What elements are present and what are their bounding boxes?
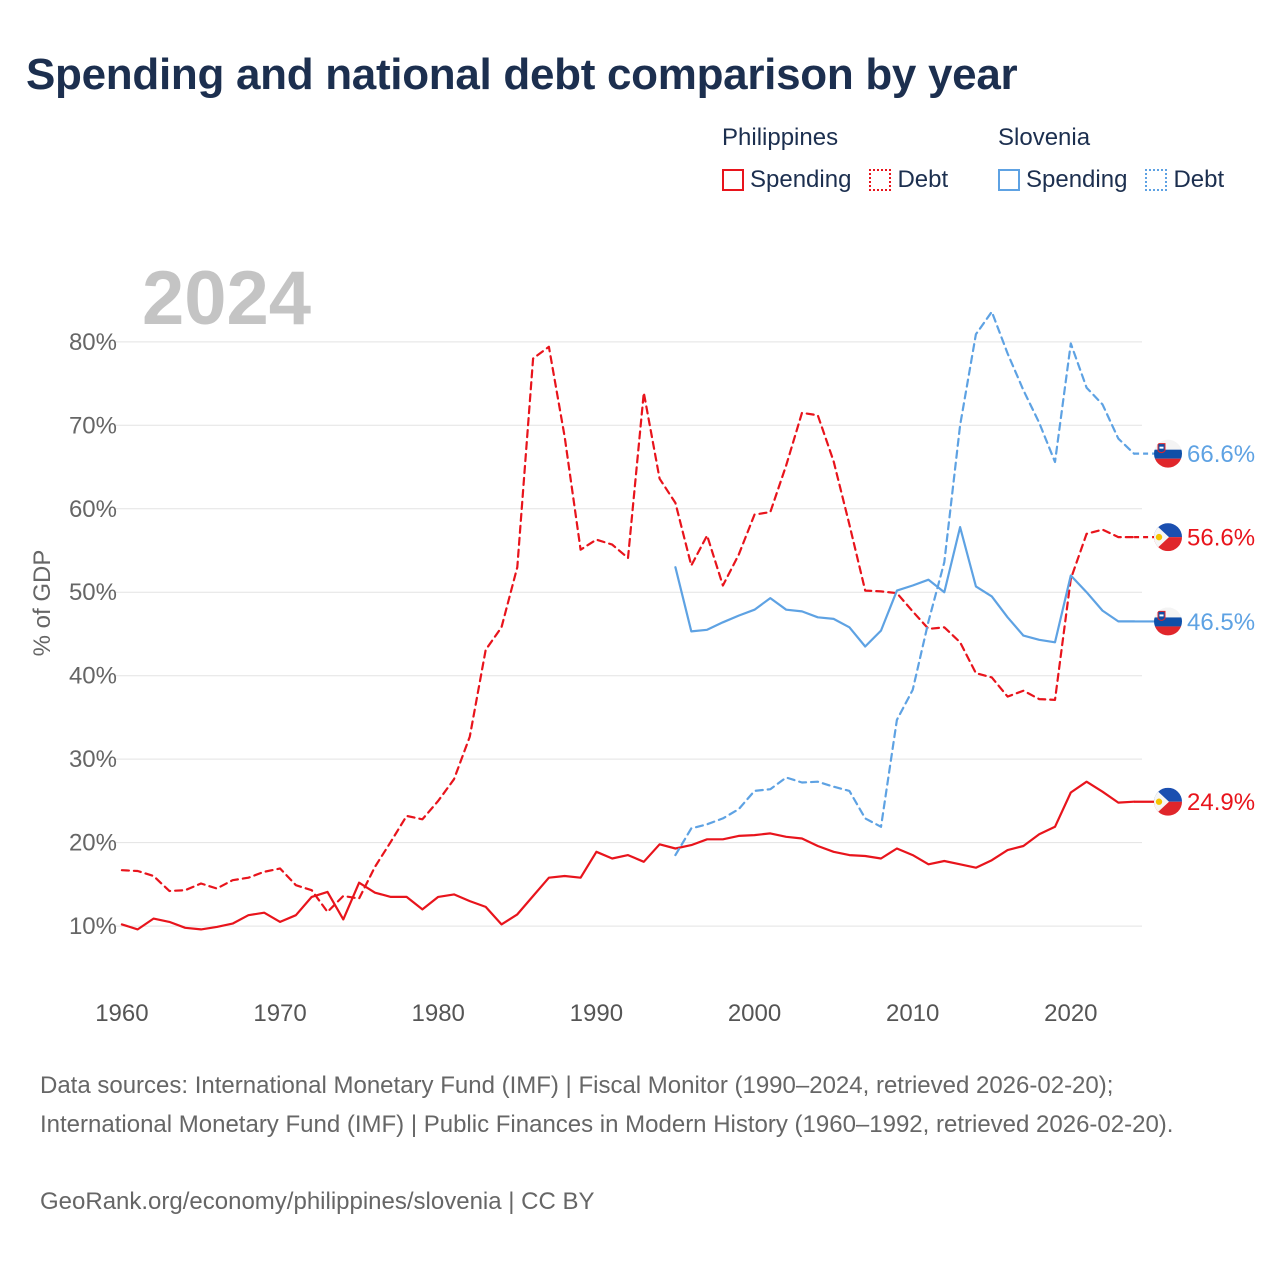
end-value-label: 46.5%	[1187, 609, 1255, 636]
slovenia-flag-icon	[1154, 607, 1182, 636]
data-sources: Data sources: International Monetary Fun…	[40, 1072, 1174, 1138]
chart-title: Spending and national debt comparison by…	[26, 50, 1018, 99]
y-tick-label: 70%	[69, 412, 117, 439]
solid-line-swatch-icon	[722, 169, 744, 191]
philippines-flag-icon	[1154, 523, 1182, 552]
y-tick-label: 10%	[69, 913, 117, 940]
series-line-slovenia-spending	[674, 525, 1136, 648]
y-axis-label: % of GDP	[29, 550, 56, 657]
y-tick-label: 60%	[69, 496, 117, 523]
x-tick-label: 1970	[253, 1000, 306, 1027]
series-line-philippines-debt	[120, 345, 1136, 914]
legend-group-philippines: Philippines Spending Debt	[722, 124, 948, 194]
year-watermark: 2024	[142, 256, 311, 341]
legend-group-title: Philippines	[722, 124, 839, 151]
dashed-line-swatch-icon	[1145, 169, 1168, 191]
legend-group-slovenia: Slovenia Spending Debt	[998, 124, 1224, 194]
series-line-slovenia-debt	[674, 310, 1136, 857]
x-tick-label: 2000	[728, 1000, 781, 1027]
chart-svg: 10% 20% 30% 40% 50% 60% 70% 80% 1960 1970 1980 1990…	[29, 256, 1255, 1027]
x-tick-label: 2010	[886, 1000, 939, 1027]
x-tick-label: 2020	[1044, 1000, 1097, 1027]
x-tick-label: 1990	[570, 1000, 623, 1027]
legend-item-slovenia-spending[interactable]: Spending	[998, 166, 1127, 194]
y-tick-label: 50%	[69, 579, 117, 606]
end-value-label: 24.9%	[1187, 789, 1255, 816]
credit-link[interactable]: GeoRank.org/economy/philippines/slovenia…	[40, 1188, 595, 1215]
y-tick-label: 80%	[69, 329, 117, 356]
y-tick-label: 30%	[69, 746, 117, 773]
slovenia-flag-icon	[1154, 439, 1182, 468]
legend-group-title: Slovenia	[998, 124, 1091, 151]
x-tick-label: 1980	[412, 1000, 465, 1027]
philippines-flag-icon	[1154, 787, 1182, 816]
end-value-label: 66.6%	[1187, 441, 1255, 468]
legend-item-label: Spending	[1026, 166, 1128, 193]
y-tick-label: 20%	[69, 830, 117, 857]
x-tick-label: 1960	[95, 1000, 148, 1027]
legend-item-label: Spending	[750, 166, 852, 193]
dashed-line-swatch-icon	[869, 169, 892, 191]
end-value-label: 56.6%	[1187, 525, 1255, 552]
series-line-philippines-spending	[120, 780, 1136, 931]
legend-item-philippines-debt[interactable]: Debt	[869, 166, 948, 194]
solid-line-swatch-icon	[998, 169, 1020, 191]
legend-item-philippines-spending[interactable]: Spending	[722, 166, 851, 194]
legend-item-label: Debt	[897, 166, 949, 193]
legend-item-label: Debt	[1173, 166, 1225, 193]
y-tick-label: 40%	[69, 663, 117, 690]
legend-item-slovenia-debt[interactable]: Debt	[1145, 166, 1224, 194]
